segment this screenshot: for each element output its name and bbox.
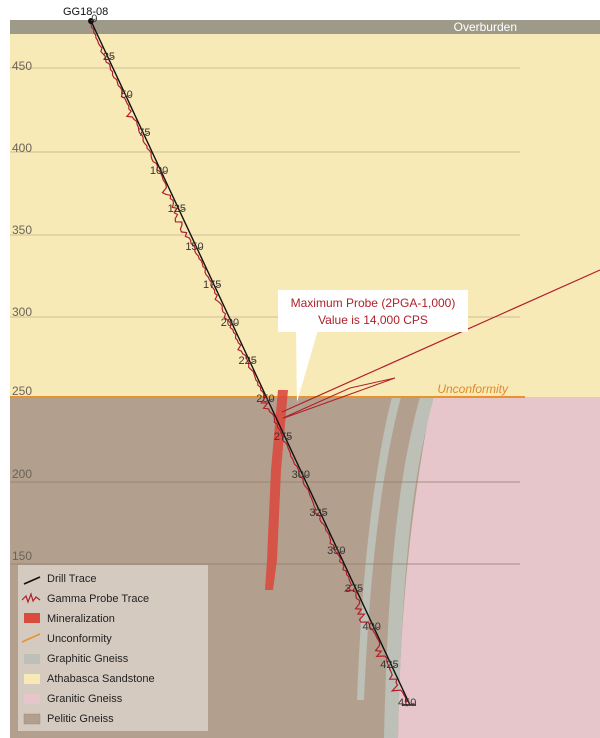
elevation-label-150: 150 bbox=[12, 549, 32, 563]
depth-tick-175 bbox=[214, 284, 220, 288]
depth-label-75: 75 bbox=[138, 127, 150, 139]
depth-tick-50 bbox=[126, 94, 132, 98]
depth-tick-150 bbox=[197, 246, 203, 250]
legend-label-granitic: Granitic Gneiss bbox=[47, 693, 123, 705]
graphitic-gneiss-band-inner bbox=[357, 397, 401, 700]
depth-tick-450 bbox=[409, 702, 415, 706]
legend-label-pelitic: Pelitic Gneiss bbox=[47, 713, 114, 725]
legend-swatch-gamma bbox=[21, 592, 41, 604]
elevation-label-300: 300 bbox=[12, 305, 32, 319]
peak-spike-line bbox=[281, 269, 600, 413]
legend-swatch-mineralization bbox=[24, 613, 40, 623]
overburden-label: Overburden bbox=[454, 20, 517, 34]
depth-label-25: 25 bbox=[103, 51, 115, 63]
depth-label-375: 375 bbox=[345, 583, 363, 595]
depth-label-50: 50 bbox=[121, 89, 133, 101]
depth-tick-200 bbox=[232, 322, 238, 326]
depth-label-450: 450 bbox=[398, 697, 416, 709]
depth-label-275: 275 bbox=[274, 431, 292, 443]
depth-label-150: 150 bbox=[185, 241, 203, 253]
depth-tick-125 bbox=[179, 208, 185, 212]
elevation-labels: 450 400 350 300 250 200 150 bbox=[12, 59, 32, 563]
depth-tick-25 bbox=[108, 56, 114, 60]
peak-spike-line-return bbox=[282, 377, 396, 419]
elevation-label-350: 350 bbox=[12, 223, 32, 237]
graphitic-gneiss-band-outer bbox=[384, 397, 434, 738]
depth-tick-225 bbox=[250, 360, 256, 364]
legend-label-drill: Drill Trace bbox=[47, 573, 97, 585]
depth-tick-0 bbox=[90, 18, 96, 22]
depth-label-250: 250 bbox=[256, 393, 274, 405]
callout-box bbox=[278, 290, 468, 332]
legend-swatch-unconformity bbox=[21, 633, 41, 643]
hole-id-label: GG18-08 bbox=[63, 6, 108, 18]
callout-pointer bbox=[296, 330, 318, 402]
depth-label-225: 225 bbox=[238, 355, 256, 367]
legend-box bbox=[18, 565, 208, 731]
depth-tick-425 bbox=[392, 664, 397, 668]
elevation-gridlines bbox=[10, 67, 520, 565]
depth-label-400: 400 bbox=[363, 621, 381, 633]
gamma-probe-trace bbox=[88, 21, 408, 707]
depth-tick-100 bbox=[161, 170, 167, 174]
depth-tick-400 bbox=[374, 626, 380, 630]
depth-tick-250 bbox=[268, 398, 273, 402]
depth-label-350: 350 bbox=[327, 545, 345, 557]
depth-label-125: 125 bbox=[168, 203, 186, 215]
depth-tick-375 bbox=[356, 588, 362, 592]
legend-swatch-drill bbox=[23, 576, 41, 585]
legend-swatch-graphitic bbox=[24, 654, 40, 664]
overburden-unit bbox=[10, 20, 600, 34]
depth-tick-275 bbox=[285, 436, 291, 440]
legend-label-mineralization: Mineralization bbox=[47, 613, 115, 625]
depth-label-100: 100 bbox=[150, 165, 168, 177]
elevation-label-450: 450 bbox=[12, 59, 32, 73]
callout-line-1: Maximum Probe (2PGA-1,000) bbox=[291, 296, 456, 310]
depth-label-175: 175 bbox=[203, 279, 221, 291]
depth-label-425: 425 bbox=[380, 659, 398, 671]
depth-tick-300 bbox=[303, 474, 309, 478]
depth-tick-75 bbox=[143, 132, 149, 136]
legend: Drill Trace Gamma Probe Trace Mineraliza… bbox=[18, 565, 208, 731]
unconformity-label: Unconformity bbox=[437, 382, 509, 396]
legend-swatch-granitic bbox=[24, 694, 40, 704]
legend-label-graphitic: Graphitic Gneiss bbox=[47, 653, 129, 665]
elevation-label-200: 200 bbox=[12, 467, 32, 481]
depth-label-0: 0 bbox=[91, 13, 97, 25]
legend-swatch-sandstone bbox=[24, 674, 40, 684]
legend-label-unconformity: Unconformity bbox=[47, 633, 112, 645]
elevation-label-400: 400 bbox=[12, 141, 32, 155]
depth-label-200: 200 bbox=[221, 317, 239, 329]
depth-labels: 0 25 50 75 100 125 150 175 200 225 250 275 300 325 350… bbox=[90, 13, 416, 709]
callout-line-2: Value is 14,000 CPS bbox=[318, 313, 428, 327]
elevation-label-250: 250 bbox=[12, 384, 32, 398]
legend-swatch-pelitic bbox=[23, 713, 41, 725]
depth-tick-325 bbox=[321, 512, 327, 516]
legend-label-gamma: Gamma Probe Trace bbox=[47, 593, 149, 605]
depth-label-300: 300 bbox=[292, 469, 310, 481]
granitic-gneiss-unit bbox=[398, 397, 600, 738]
depth-label-325: 325 bbox=[309, 507, 327, 519]
legend-label-sandstone: Athabasca Sandstone bbox=[47, 673, 155, 685]
depth-tick-350 bbox=[338, 550, 344, 554]
mineralization-zone bbox=[265, 390, 288, 590]
